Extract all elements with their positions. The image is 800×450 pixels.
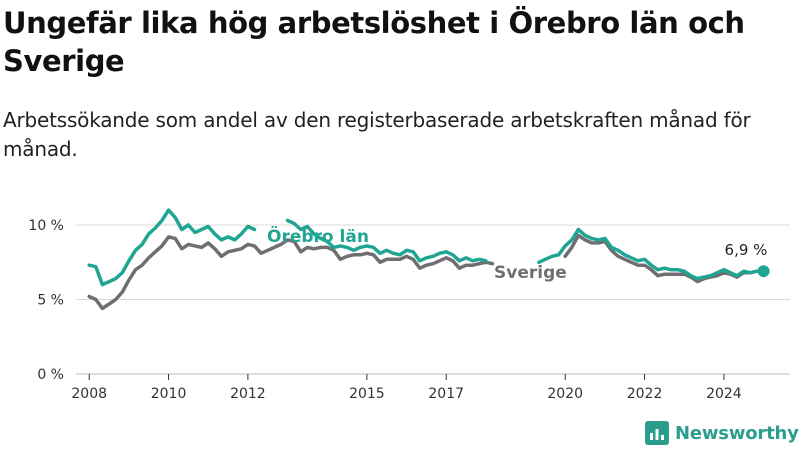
x-tick-label: 2022 — [627, 386, 663, 402]
x-tick-label: 2012 — [230, 386, 266, 402]
chart-title: Ungefär lika hög arbetslöshet i Örebro l… — [3, 6, 745, 78]
y-tick-label: 5 % — [37, 293, 64, 309]
brand-name: Newsworthy — [675, 422, 799, 444]
end-value-label: 6,9 % — [725, 241, 768, 259]
x-axis: 2008 2010 2012 2015 2017 2020 2022 2024 — [71, 374, 742, 402]
x-tick-label: 2008 — [71, 386, 107, 402]
bar-chart-logo-icon — [645, 421, 669, 445]
series-line-sverige — [87, 233, 766, 311]
series-layer — [87, 208, 770, 311]
brand-logo: Newsworthy — [645, 418, 799, 448]
x-tick-label: 2015 — [349, 386, 385, 402]
x-tick-label: 2017 — [428, 386, 464, 402]
series-label-orebro: Örebro län — [267, 225, 369, 247]
y-tick-label: 10 % — [28, 218, 64, 234]
x-tick-label: 2020 — [547, 386, 583, 402]
chart-subtitle: Arbetssökande som andel av den registerb… — [3, 108, 751, 161]
series-line-orebro — [87, 208, 766, 287]
y-tick-label: 0 % — [37, 367, 64, 383]
x-tick-label: 2024 — [706, 386, 742, 402]
grid-layer: 0 % 5 % 10 % — [28, 218, 790, 383]
series-label-sverige: Sverige — [494, 263, 567, 283]
x-tick-label: 2010 — [151, 386, 187, 402]
end-point-marker — [757, 265, 770, 278]
